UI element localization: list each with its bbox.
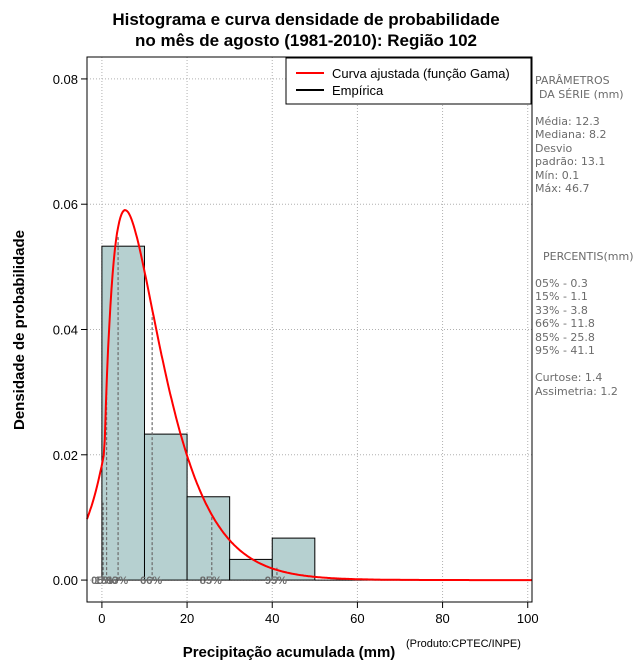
stat-max: Máx: 46.7 (535, 182, 590, 195)
fitted-curve (86, 209, 532, 582)
legend-box (285, 57, 532, 105)
percentile-66: 66% - 11.8 (535, 317, 595, 330)
percentile-15: 15% - 1.1 (535, 290, 588, 303)
y-tick-label: 0.02 (53, 448, 78, 463)
percentile-05: 05% - 0.3 (535, 276, 588, 290)
percentile-label: 66% (140, 575, 162, 587)
percentile-label: 15% (95, 575, 117, 587)
stat-std-line-2: padrão: 13.1 (535, 155, 606, 168)
legend: Curva ajustada (função Gama) Empírica (285, 57, 532, 105)
percentile-label: 33% (106, 575, 128, 587)
histogram-bar (186, 496, 231, 581)
x-tick-label: 40 (265, 611, 279, 626)
percentile-label: 85% (200, 575, 222, 587)
percentile-label: 95% (265, 575, 287, 587)
x-tick-label: 20 (180, 611, 194, 626)
params-title-line-1: PARÂMETROS (535, 74, 610, 87)
fitted-gamma-curve (86, 209, 532, 582)
stat-mean: Média: 12.3 (535, 114, 600, 128)
product-credit: (Produto:CPTEC/INPE) (406, 638, 521, 650)
y-tick-label: 0.06 (53, 197, 78, 212)
y-tick-label: 0.08 (53, 72, 78, 87)
y-tick-label: 0.04 (53, 323, 78, 338)
percentile-85: 85% - 25.8 (535, 330, 595, 344)
x-tick-label: 100 (517, 611, 539, 626)
histogram-bar (101, 245, 145, 581)
percentiles-title: PERCENTIS(mm) (543, 249, 634, 263)
y-axis-label: Densidade de probabilidade (11, 230, 28, 430)
chart-title-line-2: no mês de agosto (1981-2010): Região 102 (135, 31, 477, 50)
percentile-33: 33% - 3.8 (535, 303, 588, 317)
x-tick-label: 0 (98, 611, 105, 626)
stat-std-line-1: Desvio (535, 141, 573, 155)
chart-title-line-1: Histograma e curva densidade de probabil… (112, 10, 499, 29)
x-axis-ticks: 0 20 40 60 80 100 (98, 602, 539, 626)
legend-label-empirical: Empírica (332, 83, 384, 98)
percentile-95: 95% - 41.1 (535, 344, 595, 357)
percentile-label: 05% (91, 575, 113, 587)
percentile-markers: 05%15%33% 66% 85% 95% (91, 235, 287, 587)
histogram-bar (143, 433, 188, 581)
x-tick-label: 80 (435, 611, 449, 626)
x-tick-label: 60 (350, 611, 364, 626)
params-title-line-2: DA SÉRIE (mm) (539, 87, 624, 101)
stat-skewness: Assimetria: 1.2 (535, 384, 618, 398)
series-statistics-panel: PARÂMETROS DA SÉRIE (mm) Média: 12.3 Med… (535, 74, 640, 398)
y-axis-ticks: 0.00 0.02 0.04 0.06 0.08 (53, 72, 87, 588)
stat-kurtosis: Curtose: 1.4 (535, 371, 603, 384)
x-axis-label: Precipitação acumulada (mm) (183, 644, 396, 660)
stat-median: Mediana: 8.2 (535, 128, 607, 141)
legend-label-fitted-curve: Curva ajustada (função Gama) (332, 66, 510, 81)
stat-min: Mín: 0.1 (535, 168, 580, 182)
y-tick-label: 0.00 (53, 573, 78, 588)
histogram-bars (101, 245, 532, 581)
